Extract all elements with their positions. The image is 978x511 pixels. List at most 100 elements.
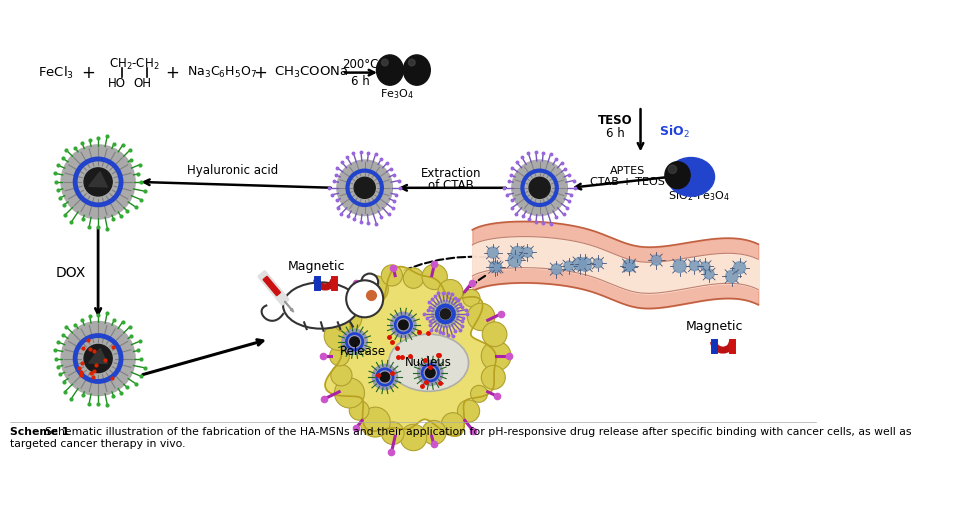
Circle shape: [481, 341, 511, 371]
Text: Fe$_3$O$_4$: Fe$_3$O$_4$: [379, 87, 414, 101]
Circle shape: [360, 407, 390, 437]
Circle shape: [361, 273, 378, 290]
Circle shape: [463, 290, 479, 307]
FancyBboxPatch shape: [258, 271, 289, 305]
Circle shape: [361, 275, 388, 303]
Text: SiO$_2$-Fe$_3$O$_4$: SiO$_2$-Fe$_3$O$_4$: [668, 189, 730, 203]
Ellipse shape: [388, 334, 468, 391]
Circle shape: [511, 160, 567, 216]
Circle shape: [593, 259, 601, 268]
Text: CTAB + TEOS: CTAB + TEOS: [590, 177, 665, 187]
Circle shape: [482, 322, 507, 346]
Circle shape: [522, 247, 532, 257]
Text: Na$_3$C$_6$H$_5$O$_7$: Na$_3$C$_6$H$_5$O$_7$: [187, 65, 256, 80]
Circle shape: [372, 364, 397, 389]
Text: 200°C: 200°C: [342, 58, 378, 71]
Circle shape: [467, 303, 494, 331]
Circle shape: [341, 329, 367, 354]
Circle shape: [418, 360, 442, 385]
Text: Schematic illustration of the fabrication of the HA-MSNs and their application f: Schematic illustration of the fabricatio…: [10, 428, 911, 449]
Circle shape: [437, 280, 463, 305]
Circle shape: [481, 365, 505, 389]
Circle shape: [650, 255, 661, 265]
Circle shape: [390, 312, 416, 337]
Circle shape: [330, 346, 349, 366]
Text: +: +: [253, 63, 267, 82]
Circle shape: [493, 263, 502, 272]
Text: Hyaluronic acid: Hyaluronic acid: [187, 165, 278, 177]
Circle shape: [349, 401, 369, 420]
Circle shape: [441, 413, 464, 436]
Circle shape: [422, 264, 447, 290]
Circle shape: [703, 269, 713, 279]
Text: FeCl$_3$: FeCl$_3$: [38, 64, 74, 81]
Circle shape: [563, 261, 573, 271]
Ellipse shape: [664, 162, 689, 189]
Text: +: +: [81, 63, 95, 82]
Text: +: +: [165, 63, 179, 82]
Text: 6 h: 6 h: [605, 127, 624, 140]
Ellipse shape: [377, 55, 403, 85]
Circle shape: [431, 300, 459, 328]
Circle shape: [700, 262, 709, 271]
Ellipse shape: [667, 157, 714, 196]
Text: APTES: APTES: [609, 166, 645, 176]
Ellipse shape: [403, 55, 430, 85]
Text: CH$_3$COONa: CH$_3$COONa: [273, 65, 348, 80]
Circle shape: [350, 293, 372, 315]
Circle shape: [508, 254, 520, 267]
Circle shape: [668, 165, 676, 174]
Circle shape: [332, 303, 362, 333]
Text: Magnetic: Magnetic: [288, 260, 345, 272]
Circle shape: [336, 160, 392, 216]
Circle shape: [622, 260, 635, 272]
Polygon shape: [325, 267, 496, 436]
Ellipse shape: [283, 283, 358, 329]
Text: SiO$_2$: SiO$_2$: [658, 124, 689, 140]
Circle shape: [61, 145, 135, 219]
FancyBboxPatch shape: [263, 276, 280, 295]
Circle shape: [578, 258, 591, 271]
Circle shape: [422, 421, 446, 445]
Text: CH$_2$-CH$_2$: CH$_2$-CH$_2$: [109, 57, 159, 72]
Circle shape: [331, 365, 352, 386]
Text: Release: Release: [339, 345, 385, 358]
Ellipse shape: [381, 59, 388, 66]
Text: Nucleus: Nucleus: [405, 356, 452, 369]
Circle shape: [334, 378, 364, 408]
Circle shape: [440, 309, 450, 319]
Circle shape: [457, 400, 479, 422]
Circle shape: [380, 265, 402, 286]
Circle shape: [84, 344, 112, 373]
Circle shape: [84, 168, 112, 196]
Circle shape: [379, 372, 389, 382]
Polygon shape: [89, 349, 108, 363]
Text: 6 h: 6 h: [351, 75, 370, 87]
FancyArrow shape: [285, 301, 293, 312]
Circle shape: [381, 422, 404, 445]
Circle shape: [511, 246, 523, 259]
Polygon shape: [89, 172, 108, 187]
Circle shape: [625, 262, 633, 271]
Circle shape: [551, 264, 561, 274]
Circle shape: [673, 260, 686, 272]
Circle shape: [487, 247, 498, 258]
Text: TESO: TESO: [598, 114, 632, 127]
Circle shape: [61, 321, 135, 396]
Circle shape: [324, 321, 353, 351]
Text: of CTAB: of CTAB: [428, 179, 473, 192]
Text: HO: HO: [108, 77, 125, 90]
Text: Magnetic: Magnetic: [685, 320, 742, 333]
Circle shape: [573, 258, 586, 270]
Circle shape: [725, 270, 737, 283]
Circle shape: [425, 368, 434, 378]
Text: Extraction: Extraction: [421, 167, 481, 180]
Text: DOX: DOX: [55, 266, 85, 280]
Circle shape: [489, 262, 500, 272]
Ellipse shape: [408, 59, 415, 66]
Circle shape: [400, 424, 426, 451]
Circle shape: [349, 337, 359, 346]
Circle shape: [354, 177, 375, 198]
Circle shape: [470, 385, 487, 402]
Text: OH: OH: [134, 77, 152, 90]
